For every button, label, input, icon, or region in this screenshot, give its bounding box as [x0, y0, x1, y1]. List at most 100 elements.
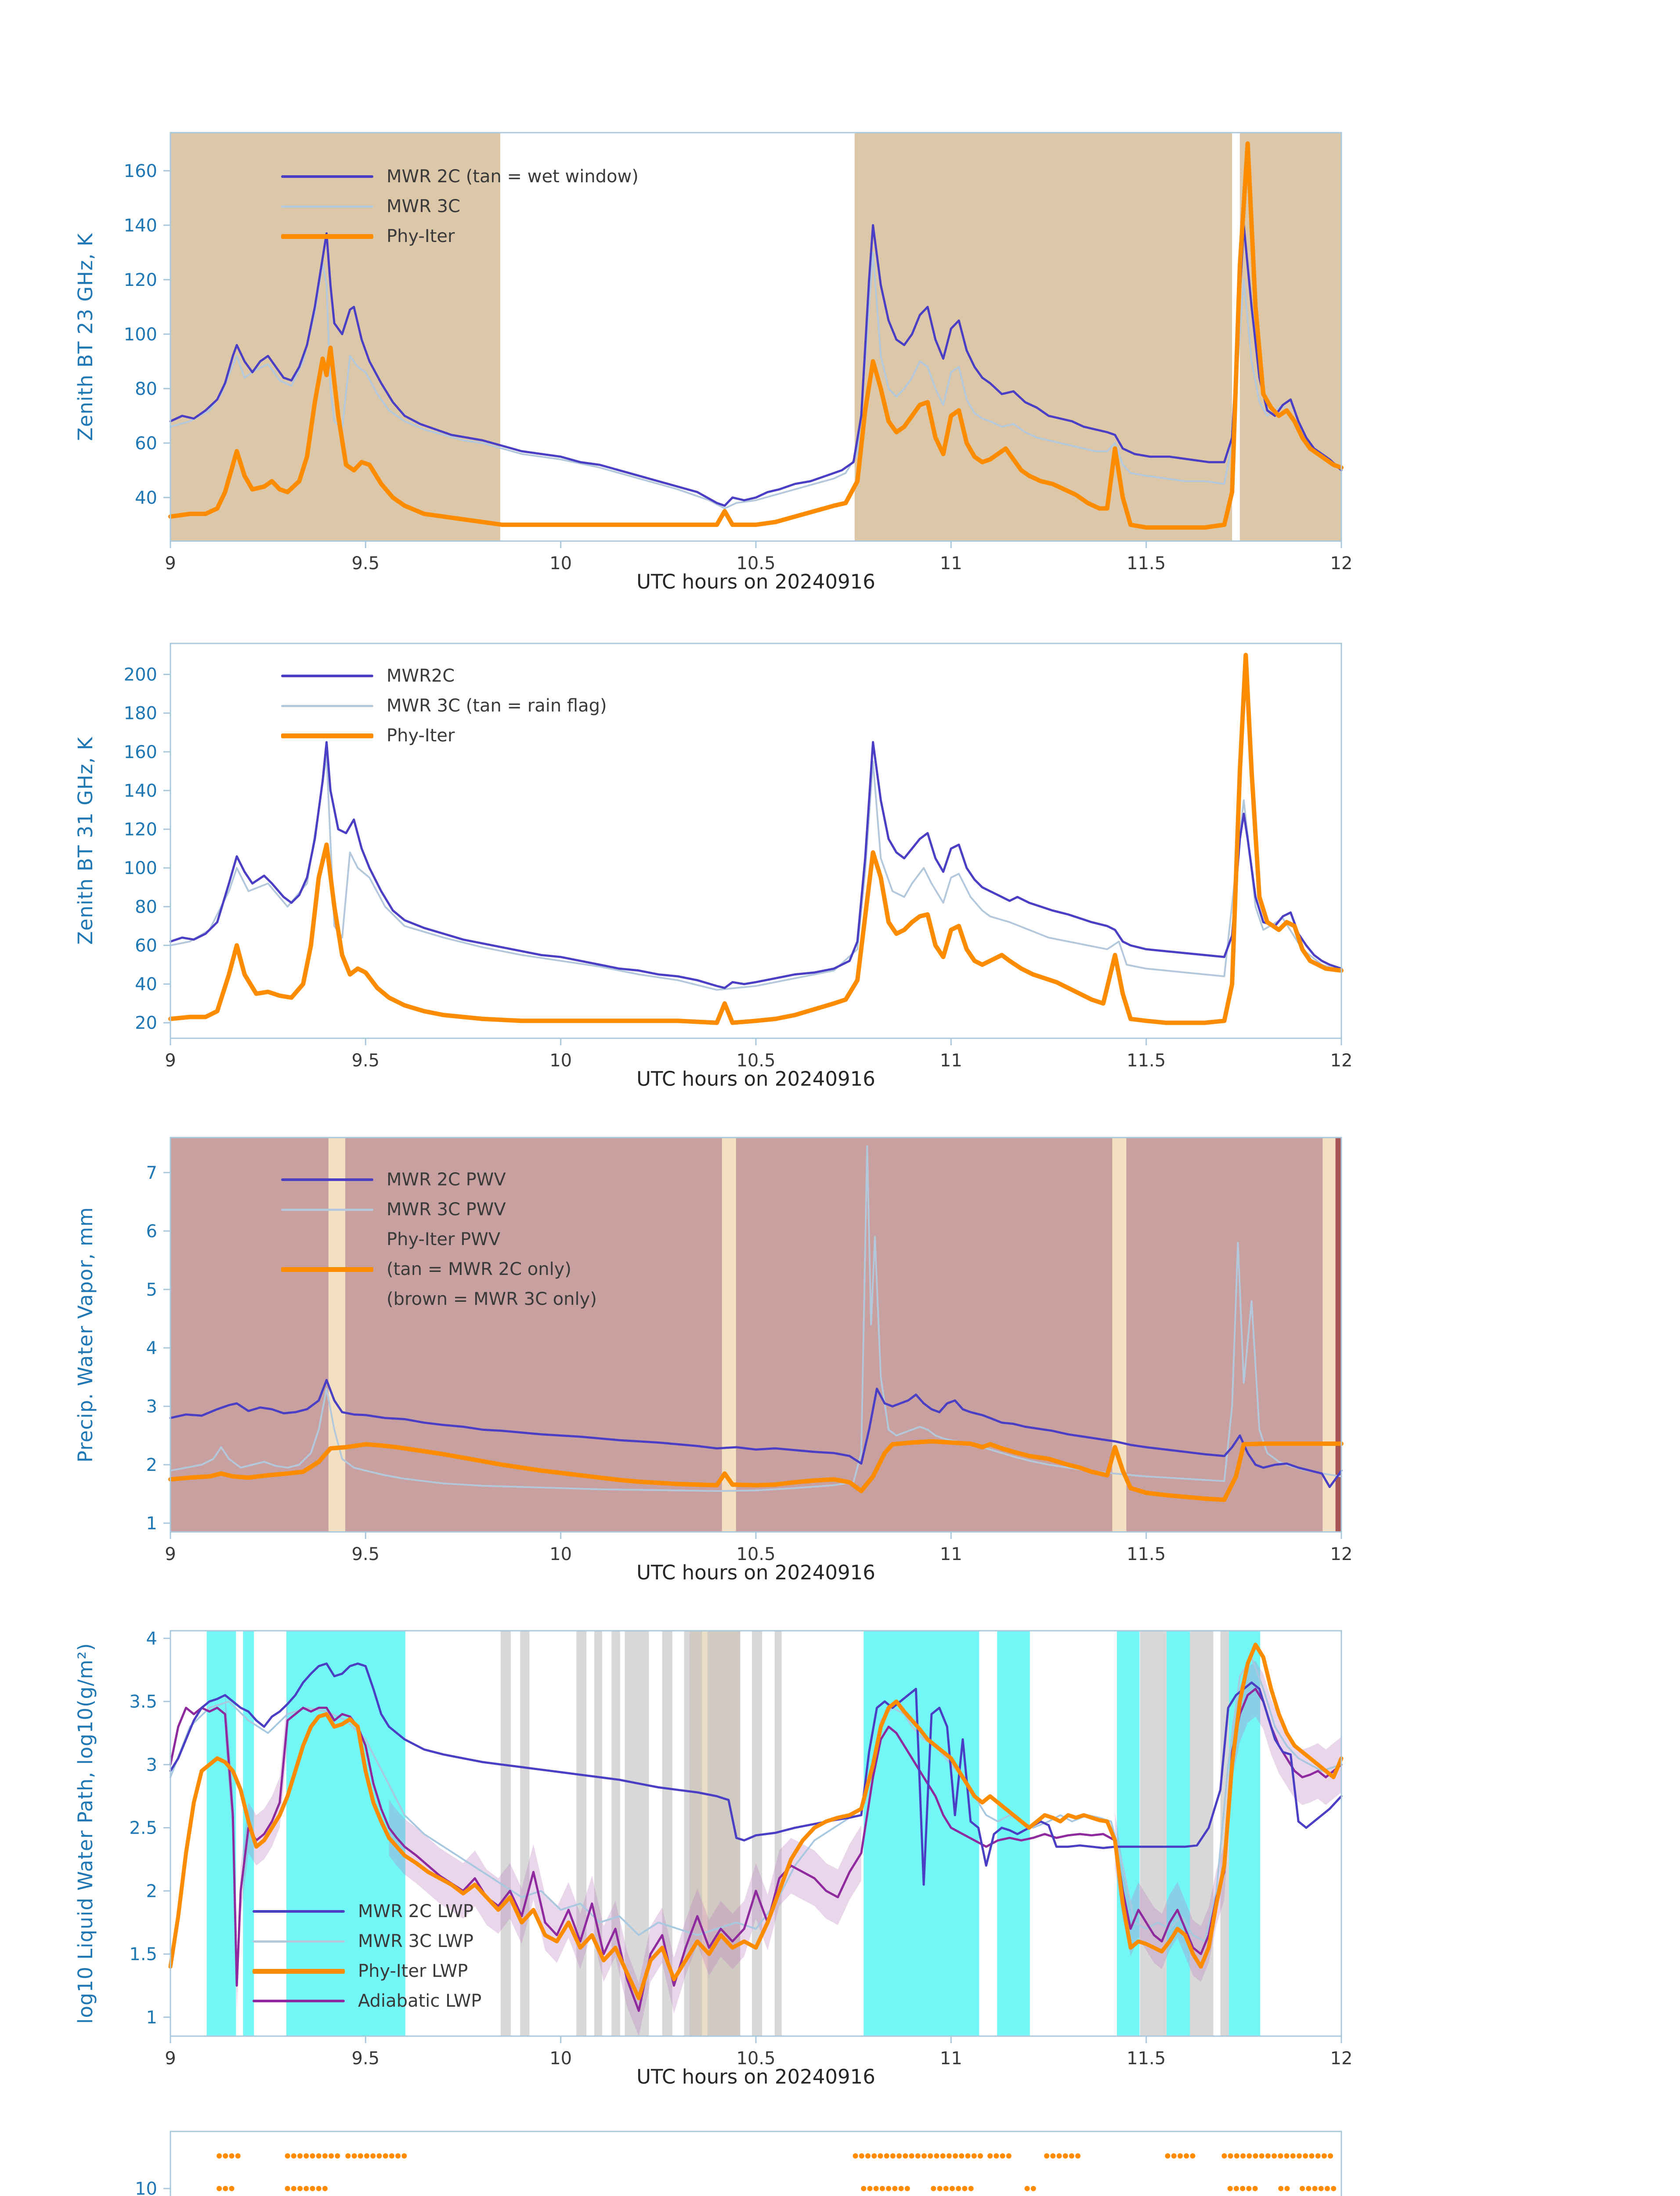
svg-text:11: 11 [940, 1544, 962, 1564]
legend-item: MWR2C [281, 661, 607, 691]
svg-text:100: 100 [124, 858, 157, 878]
legend-line-sample [281, 1267, 373, 1272]
x-axis-label-lwp: UTC hours on 20240916 [636, 2065, 875, 2088]
legend-bt31: MWR2C MWR 3C (tan = rain flag) Phy-Iter [281, 661, 607, 751]
legend-line-sample [281, 205, 373, 208]
y-axis-label-pwv: Precip. Water Vapor, mm [74, 1206, 97, 1463]
svg-text:40: 40 [135, 488, 157, 508]
svg-text:80: 80 [135, 897, 157, 917]
svg-text:12: 12 [1330, 553, 1353, 574]
x-axis-label-bt23: UTC hours on 20240916 [636, 570, 875, 593]
legend-item-label: (brown = MWR 3C only) [387, 1289, 597, 1309]
svg-text:160: 160 [124, 161, 157, 181]
svg-text:2: 2 [146, 1881, 157, 1901]
svg-text:10.5: 10.5 [736, 1051, 775, 1071]
zenith-bt-31ghz-plot-area: 9 9.5 10 10.5 11 11.5 12 20 40 60 80 100 120 140 160 18… [124, 643, 1352, 1071]
svg-text:1.5: 1.5 [129, 1944, 157, 1965]
legend-line-sample [253, 1910, 345, 1913]
legend-line-sample [281, 1208, 373, 1211]
svg-text:1: 1 [146, 1513, 157, 1534]
svg-text:11: 11 [940, 1051, 962, 1071]
legend-line-sample [281, 175, 373, 178]
legend-item: Phy-Iter PWV [281, 1224, 597, 1254]
x-axis-label-pwv: UTC hours on 20240916 [636, 1561, 875, 1584]
legend-item-label: MWR 2C PWV [387, 1170, 506, 1190]
svg-text:11.5: 11.5 [1127, 2048, 1166, 2069]
legend-item-label: MWR 3C LWP [358, 1931, 473, 1951]
svg-text:12: 12 [1330, 1051, 1353, 1071]
svg-text:11: 11 [940, 553, 962, 574]
legend-item-label: Phy-Iter PWV [387, 1229, 501, 1250]
legend-item: MWR 2C PWV [281, 1165, 597, 1195]
legend-item: (brown = MWR 3C only) [281, 1284, 597, 1314]
svg-text:1: 1 [146, 2008, 157, 2028]
svg-text:9.5: 9.5 [352, 2048, 380, 2069]
legend-line-sample [253, 1940, 345, 1943]
x-axis-label-bt31: UTC hours on 20240916 [636, 1067, 875, 1091]
legend-item: (tan = MWR 2C only) [281, 1254, 597, 1284]
svg-text:4: 4 [146, 1629, 157, 1649]
zenith-bt-23ghz-plot-area: 9 9.5 10 10.5 11 11.5 12 40 60 80 100 120 140 160 [124, 132, 1352, 574]
svg-text:100: 100 [124, 325, 157, 345]
svg-text:9.5: 9.5 [352, 553, 380, 574]
svg-text:160: 160 [124, 742, 157, 762]
legend-line-sample [253, 1968, 345, 1974]
svg-text:9: 9 [165, 553, 176, 574]
svg-text:10.5: 10.5 [736, 553, 775, 574]
y-axis-label-lwp: log10 Liquid Water Path, log10(g/m²) [74, 1643, 97, 2024]
legend-item: MWR 3C (tan = rain flag) [281, 691, 607, 721]
legend-item: Phy-Iter [281, 721, 607, 751]
y-axis-label-dq-flag: MWR Phy Iter DQ Flag [74, 2131, 105, 2196]
svg-text:5: 5 [146, 1280, 157, 1300]
svg-text:11.5: 11.5 [1127, 1544, 1166, 1564]
svg-text:3: 3 [146, 1755, 157, 1775]
y-axis-label-bt31: Zenith BT 31 GHz, K [74, 737, 97, 945]
legend-item-label: Phy-Iter LWP [358, 1961, 468, 1981]
legend-pwv: MWR 2C PWV MWR 3C PWV Phy-Iter PWV (tan = M… [281, 1165, 597, 1314]
legend-item-label: MWR 3C PWV [387, 1199, 506, 1220]
legend-line-sample [281, 675, 373, 677]
legend-item-label: (tan = MWR 2C only) [387, 1259, 571, 1279]
svg-text:11.5: 11.5 [1127, 553, 1166, 574]
legend-item-label: Phy-Iter [387, 226, 455, 246]
svg-text:12: 12 [1330, 1544, 1353, 1564]
svg-text:10: 10 [135, 2179, 157, 2196]
legend-item: MWR 3C LWP [253, 1926, 481, 1956]
svg-text:7: 7 [146, 1163, 157, 1183]
legend-item-label: Adiabatic LWP [358, 1991, 482, 2011]
svg-text:9.5: 9.5 [352, 1051, 380, 1071]
svg-text:10.5: 10.5 [736, 2048, 775, 2069]
svg-text:10.5: 10.5 [736, 1544, 775, 1564]
svg-text:80: 80 [135, 379, 157, 399]
svg-text:11: 11 [940, 2048, 962, 2069]
svg-text:9.5: 9.5 [352, 1544, 380, 1564]
svg-text:11.5: 11.5 [1127, 1051, 1166, 1071]
svg-text:140: 140 [124, 216, 157, 236]
legend-line-sample [281, 704, 373, 707]
legend-line-sample [281, 234, 373, 239]
svg-text:200: 200 [124, 665, 157, 685]
legend-item-label: MWR 3C (tan = rain flag) [387, 696, 607, 716]
legend-bt23: MWR 2C (tan = wet window) MWR 3C Phy-Iter [281, 162, 639, 251]
legend-item-label: MWR2C [387, 666, 455, 686]
svg-text:180: 180 [124, 704, 157, 724]
svg-text:9: 9 [165, 1051, 176, 1071]
svg-text:120: 120 [124, 270, 157, 290]
svg-text:120: 120 [124, 820, 157, 840]
svg-text:60: 60 [135, 433, 157, 454]
svg-text:2.5: 2.5 [129, 1818, 157, 1838]
svg-text:4: 4 [146, 1338, 157, 1358]
svg-text:2: 2 [146, 1455, 157, 1475]
svg-text:20: 20 [135, 1013, 157, 1033]
legend-item: MWR 3C PWV [281, 1195, 597, 1224]
svg-text:10: 10 [549, 2048, 572, 2069]
legend-line-sample [281, 1178, 373, 1181]
svg-text:60: 60 [135, 935, 157, 956]
legend-item-label: MWR 3C [387, 196, 460, 217]
svg-text:12: 12 [1330, 2048, 1353, 2069]
legend-item: MWR 2C LWP [253, 1896, 481, 1926]
legend-item-label: Phy-Iter [387, 726, 455, 746]
